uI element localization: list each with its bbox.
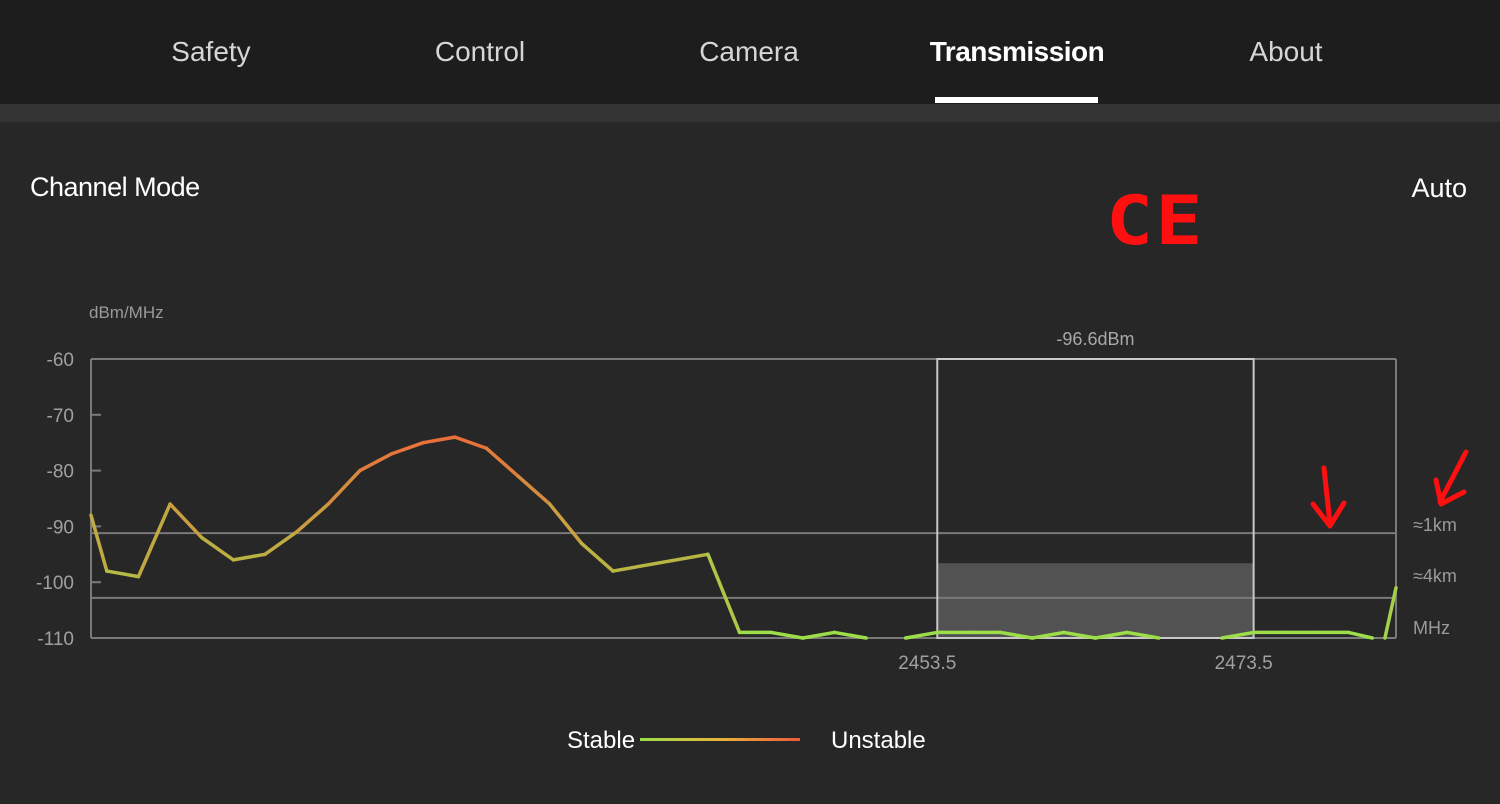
- reference-label: ≈1km: [1413, 515, 1457, 535]
- series-segment: [105, 569, 141, 579]
- series-segment: [389, 440, 425, 456]
- series-segment: [421, 435, 457, 445]
- selected-band-level: [937, 563, 1254, 638]
- series-segment: [832, 630, 868, 640]
- series-segment: [801, 630, 837, 640]
- arrow-down-icon: [1310, 465, 1347, 529]
- series-segment: [231, 552, 267, 562]
- series-segment: [1125, 630, 1161, 640]
- legend-stable: Stable: [567, 727, 636, 754]
- ce-annotation: CE: [1106, 182, 1205, 261]
- series-segment: [1030, 630, 1066, 640]
- active-tab-indicator: [935, 97, 1098, 103]
- series-segment: [453, 435, 489, 451]
- tab-control[interactable]: Control: [434, 36, 526, 67]
- top-nav: [0, 0, 1500, 104]
- series-segment: [998, 630, 1034, 640]
- series-segment: [263, 530, 299, 557]
- series-segment: [1220, 630, 1256, 640]
- y-tick-label: -70: [47, 406, 74, 427]
- x-tick-label: 2453.5: [898, 653, 956, 674]
- series-segment: [1346, 630, 1375, 640]
- y-tick-label: -110: [37, 629, 74, 650]
- series-segment: [358, 452, 394, 473]
- series-segment: [769, 630, 805, 640]
- tab-transmission[interactable]: Transmission: [929, 36, 1105, 67]
- x-unit-label: MHz: [1413, 618, 1450, 638]
- series-segment: [903, 630, 940, 640]
- series-segment: [136, 502, 172, 579]
- tab-safety[interactable]: Safety: [171, 36, 251, 67]
- arrow-down-left-icon: [1433, 449, 1469, 507]
- series-segment: [706, 552, 742, 635]
- y-tick-label: -90: [47, 517, 74, 538]
- y-tick-label: -60: [47, 350, 74, 371]
- selected-band-label: -96.6dBm: [1056, 329, 1134, 349]
- y-axis-label: dBm/MHz: [89, 303, 164, 322]
- tab-camera[interactable]: Camera: [699, 36, 799, 67]
- nav-divider: [0, 104, 1500, 122]
- y-tick-label: -80: [47, 462, 74, 483]
- series-segment: [168, 502, 204, 540]
- series-segment: [89, 513, 109, 573]
- reference-label: ≈4km: [1413, 566, 1457, 586]
- series-segment: [1062, 630, 1098, 640]
- x-tick-label: 2473.5: [1215, 653, 1273, 674]
- series-segment: [294, 502, 331, 534]
- series-segment: [326, 468, 362, 506]
- y-tick-label: -100: [36, 573, 74, 594]
- series-segment: [579, 541, 615, 573]
- series-segment: [484, 446, 520, 478]
- legend-unstable: Unstable: [831, 727, 926, 754]
- series-segment: [611, 552, 710, 573]
- channel-mode-value[interactable]: Auto: [1411, 173, 1467, 203]
- legend-gradient: [640, 738, 800, 741]
- series-segment: [547, 502, 584, 545]
- series-segment: [516, 474, 552, 506]
- tab-about[interactable]: About: [1249, 36, 1323, 67]
- series-segment: [1093, 630, 1129, 640]
- series-segment: [199, 535, 236, 562]
- series-segment: [1383, 586, 1398, 640]
- channel-mode-label: Channel Mode: [30, 172, 200, 202]
